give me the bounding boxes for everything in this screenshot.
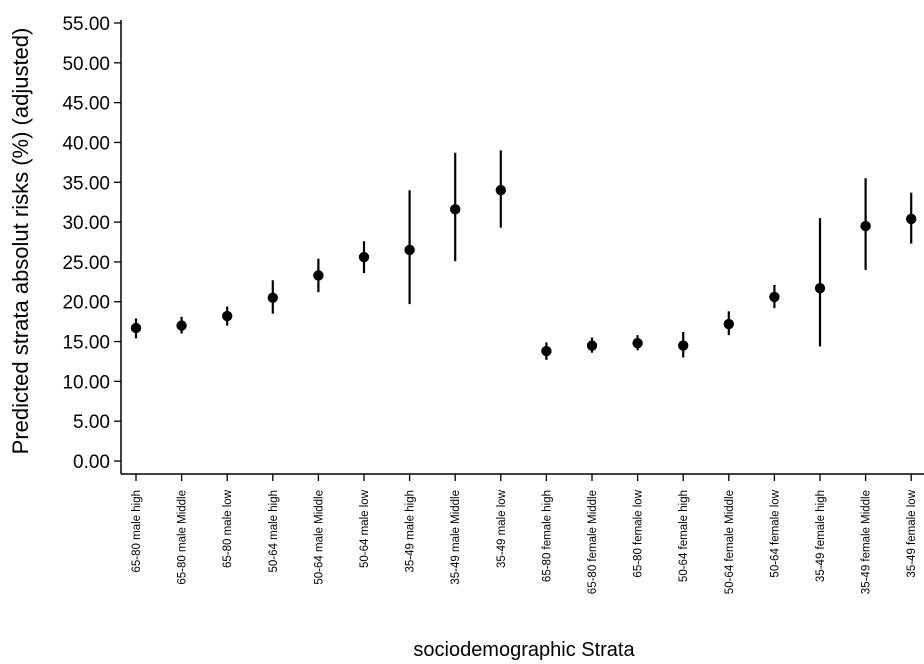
y-tick-label: 25.00 xyxy=(62,253,110,274)
x-tick-label: 65-80 female low xyxy=(633,489,645,577)
x-tick-label: 65-80 male low xyxy=(222,489,234,568)
y-tick-label: 55.00 xyxy=(62,14,110,35)
data-point xyxy=(814,282,826,294)
x-tick-label: 50-64 female high xyxy=(678,490,690,582)
y-tick-label: 50.00 xyxy=(62,54,110,75)
x-tick-label: 65-80 male Middle xyxy=(177,490,189,585)
data-marks xyxy=(130,150,917,360)
x-axis-ticks: 65-80 male high 65-80 male Middle 65-80 ma… xyxy=(131,474,918,594)
y-tick-label: 5.00 xyxy=(73,412,110,433)
x-tick-label: 50-64 female Middle xyxy=(724,490,736,594)
data-point xyxy=(723,318,734,330)
y-tick-label: 20.00 xyxy=(62,293,110,314)
x-tick-label: 50-64 female low xyxy=(769,489,781,577)
x-tick-label: 35-49 female high xyxy=(815,490,827,582)
x-tick-label: 35-49 male low xyxy=(496,489,508,568)
data-point xyxy=(222,310,233,322)
x-tick-label: 35-49 female low xyxy=(906,489,918,577)
data-point xyxy=(769,291,780,303)
y-tick-label: 45.00 xyxy=(62,94,110,115)
data-point xyxy=(404,244,415,256)
data-point xyxy=(267,292,278,303)
data-point xyxy=(906,213,917,225)
data-point xyxy=(632,337,643,349)
data-point xyxy=(450,204,461,215)
y-tick-label: 35.00 xyxy=(62,173,110,194)
y-axis-ticks: 0.00 5.00 10.00 15.00 20.00 25.00 30.00 35.00 40… xyxy=(62,14,121,473)
data-point xyxy=(678,340,689,351)
data-point xyxy=(860,220,871,232)
data-point xyxy=(358,251,370,263)
data-point xyxy=(130,322,142,334)
y-tick-label: 10.00 xyxy=(62,372,110,393)
x-tick-label: 65-80 female Middle xyxy=(587,490,599,594)
x-tick-label: 65-80 male high xyxy=(131,490,143,572)
data-point xyxy=(586,340,598,351)
x-tick-label: 35-49 male Middle xyxy=(450,490,462,585)
x-tick-label: 35-49 male high xyxy=(405,490,417,572)
data-point xyxy=(176,320,187,331)
x-tick-label: 50-64 male high xyxy=(268,490,280,572)
data-point xyxy=(541,345,552,357)
x-tick-label: 65-80 female high xyxy=(541,490,553,582)
axes xyxy=(120,20,924,475)
y-tick-label: 15.00 xyxy=(62,333,110,354)
x-axis-label: sociodemographic Strata xyxy=(413,639,635,661)
y-axis-label: Predicted strata absolut risks (%) (adju… xyxy=(8,28,33,455)
data-point xyxy=(313,270,324,281)
y-tick-label: 40.00 xyxy=(62,133,110,154)
data-point xyxy=(495,185,506,196)
y-tick-label: 30.00 xyxy=(62,213,110,234)
x-tick-label: 35-49 female Middle xyxy=(861,490,873,594)
y-tick-label: 0.00 xyxy=(73,452,110,473)
x-tick-label: 50-64 male Middle xyxy=(313,490,325,585)
x-tick-label: 50-64 male low xyxy=(359,489,371,568)
